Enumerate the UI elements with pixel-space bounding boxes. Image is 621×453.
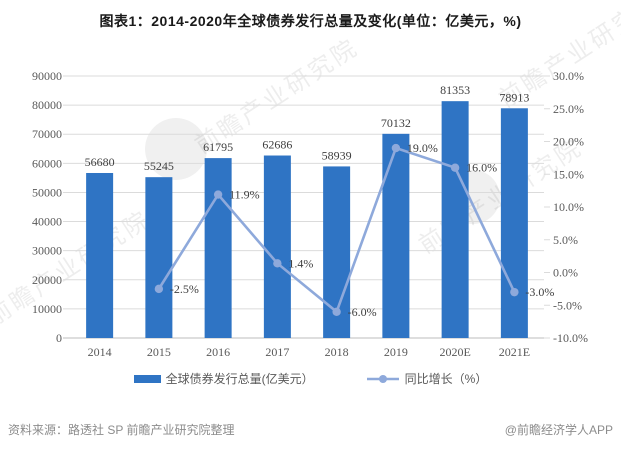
line-value-label: 11.9% [229,188,260,202]
x-axis-label: 2016 [206,345,230,359]
legend-label-bars: 全球债券发行总量(亿美元） [165,372,314,386]
y-axis-right-tick-label: 0.0% [553,266,578,280]
line-marker [154,284,164,294]
y-axis-right-tick-label: 10.0% [553,200,584,214]
legend-item-bars: 全球债券发行总量(亿美元） [133,370,314,387]
data-source-note: 资料来源：路透社 SP 前瞻产业研究院整理 [8,423,235,437]
y-axis-right-tick-label: 30.0% [553,69,584,83]
y-axis-left-tick-label: 70000 [32,127,62,141]
y-axis-left-tick-label: 10000 [32,302,62,316]
bar-2015 [145,177,173,338]
x-axis-label: 2014 [88,345,112,359]
bar-value-label: 58939 [322,148,352,162]
line-value-label: 1.4% [288,256,313,270]
bar-value-label: 55245 [144,159,174,173]
bar-2020E [441,101,469,338]
y-axis-left-tick-label: 40000 [32,215,62,229]
bar-2014 [86,172,114,338]
bar-2017 [263,155,291,338]
line-value-label: -6.0% [348,305,377,319]
bar-2021E [500,108,528,339]
y-axis-right-tick-label: 5.0% [553,233,578,247]
bar-value-label: 62686 [262,138,292,152]
bar-value-label: 56680 [85,155,115,169]
bar-2019 [382,133,410,338]
y-axis-right-tick-label: 20.0% [553,135,584,149]
legend: 全球债券发行总量(亿美元） 同比增长（%） [0,370,621,387]
x-axis-label: 2015 [147,345,171,359]
line-marker [273,259,282,268]
line-marker [332,307,341,316]
line-marker [213,190,223,199]
legend-item-line: 同比增长（%） [366,370,488,387]
x-axis-label: 2018 [325,345,349,359]
line-value-label: 16.0% [466,161,497,175]
bar-2016 [204,158,232,338]
brand-note: @前瞻经济学人APP [504,423,613,437]
y-axis-right-tick-label: -5.0% [553,298,582,312]
bar-value-label: 61795 [203,140,233,154]
x-axis-label: 2020E [439,345,470,359]
x-axis-label: 2017 [265,345,289,359]
line-marker [450,163,460,172]
x-axis-label: 2019 [384,345,408,359]
y-axis-left-tick-label: 20000 [32,273,62,287]
line-marker [510,287,519,297]
y-axis-left-tick-label: 60000 [32,156,62,170]
bar-series-swatch-icon [133,374,161,383]
legend-label-line: 同比增长（%） [404,372,488,386]
line-series-swatch-icon [366,374,399,383]
x-axis-label: 2021E [499,345,530,359]
bar-value-label: 70132 [381,116,411,130]
y-axis-left-tick-label: 30000 [32,244,62,258]
bar-value-label: 81353 [440,83,470,97]
y-axis-right-tick-label: -10.0% [553,331,588,345]
y-axis-left-tick-label: 80000 [32,98,62,112]
y-axis-left-tick-label: 50000 [32,185,62,199]
y-axis-right-tick-label: 15.0% [553,167,584,181]
line-value-label: -2.5% [170,282,199,296]
bar-value-label: 78913 [499,90,529,104]
line-value-label: 19.0% [407,141,438,155]
line-value-label: -3.0% [525,285,554,299]
y-axis-left-tick-label: 90000 [32,69,62,83]
line-marker [391,143,401,153]
y-axis-right-tick-label: 25.0% [553,102,584,116]
chart-title: 图表1：2014-2020年全球债券发行总量及变化(单位：亿美元，%) [99,13,522,29]
y-axis-left-tick-label: 0 [56,331,62,345]
